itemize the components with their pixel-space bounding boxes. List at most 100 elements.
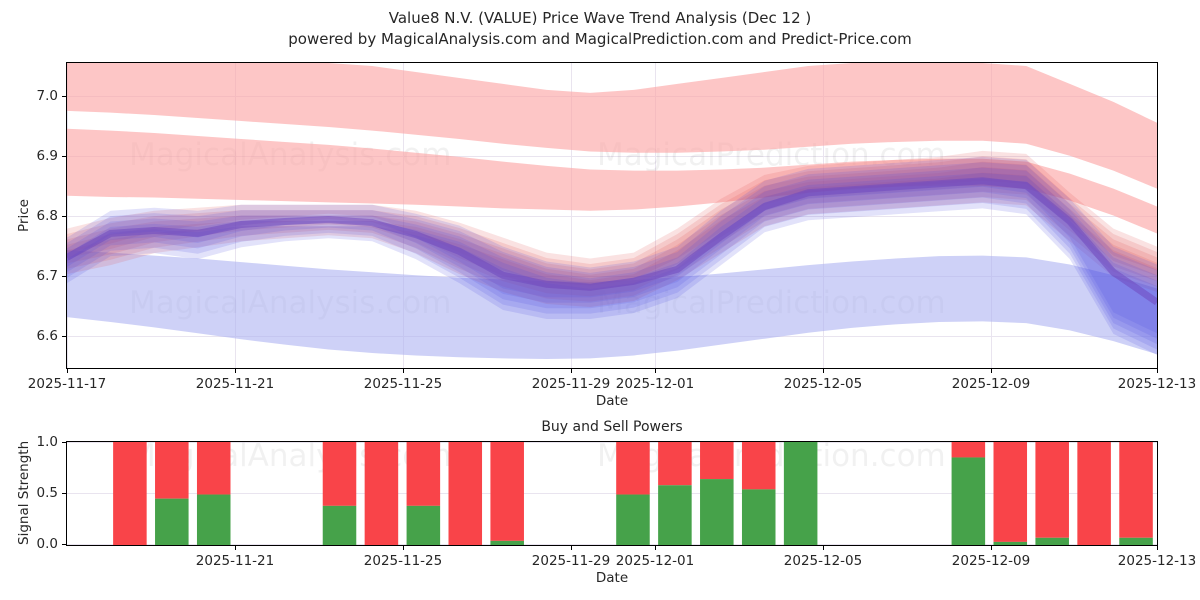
xtick-label-2025-11-25: 2025-11-25 [363,376,443,392]
series-bearish_wave_envelope [67,161,1157,297]
series-bearish_wave_envelope [67,167,1157,302]
bar-sell-power [322,442,357,506]
ytick-label-6.9: 6.9 [36,148,58,164]
tickmark-x-2025-11-21 [235,369,236,373]
tickmark-x-2025-12-13 [1157,369,1158,373]
ytick-label-0.0: 0.0 [36,536,58,552]
tickmark-x-2025-12-09 [991,369,992,373]
bar-chart-title: Buy and Sell Powers [541,419,683,435]
bar-buy-power [951,457,986,545]
bar-buy-power [616,494,650,545]
gridline-y-6.9 [67,156,1157,157]
bar-sell-power [658,442,692,486]
series-upper_resistance_band [67,63,1157,189]
gridline-signal-1.0 [67,442,1157,443]
series-mid_resistance_band [67,128,1157,234]
gridline-signal-0.0 [67,544,1157,545]
tickmark-signal-1.0 [62,442,66,443]
buy-sell-bars-layer [113,442,1153,545]
ytick-label-6.8: 6.8 [36,208,58,224]
series-price_trend_center [67,177,1157,306]
ytick-label-7.0: 7.0 [36,88,58,104]
bar-buy-power [196,494,231,545]
bar-buy-power [490,540,524,545]
tickmark-bars-2025-11-29 [571,546,572,550]
bar-buy-power [741,489,776,545]
xtick-bars-2025-11-25: 2025-11-25 [363,553,443,569]
tickmark-bars-2025-11-21 [235,546,236,550]
tickmark-x-2025-12-01 [655,369,656,373]
bar-sell-power [364,442,399,545]
title-block: Value8 N.V. (VALUE) Price Wave Trend Ana… [0,8,1200,50]
tickmark-bars-2025-12-13 [1157,546,1158,550]
xtick-bars-2025-12-01: 2025-12-01 [615,553,695,569]
tickmark-x-2025-11-25 [403,369,404,373]
ytick-label-6.6: 6.6 [36,328,58,344]
bar-buy-power [993,541,1028,545]
bar-sell-power [616,442,650,495]
bar-sell-power [1119,442,1153,538]
bar-buy-power [1119,537,1153,545]
ytick-label-1.0: 1.0 [36,434,58,450]
gridline-x-2025-11-25 [403,63,404,368]
tickmark-y-6.8 [62,216,66,217]
bar-buy-power [658,485,692,545]
page-subtitle: powered by MagicalAnalysis.com and Magic… [288,30,912,48]
bar-sell-power [993,442,1028,542]
tickmark-x-2025-12-05 [823,369,824,373]
gridline-signal-0.5 [67,493,1157,494]
tickmark-bars-2025-12-05 [823,546,824,550]
gridline-x-2025-11-17 [67,63,68,368]
tickmark-y-7.0 [62,96,66,97]
xtick-label-2025-12-05: 2025-12-05 [783,376,863,392]
tickmark-bars-2025-12-09 [991,546,992,550]
xtick-label-2025-11-17: 2025-11-17 [27,376,107,392]
price-y-axis: 7.0 6.9 6.8 6.7 6.6 [0,62,58,369]
bar-buy-power [406,505,441,545]
gridline-x-2025-12-13 [1157,63,1158,368]
tickmark-y-6.6 [62,336,66,337]
xtick-label-2025-11-29: 2025-11-29 [531,376,611,392]
xtick-bars-2025-12-09: 2025-12-09 [951,553,1031,569]
signal-y-axis: 1.0 0.5 0.0 [0,434,58,552]
xtick-label-2025-12-01: 2025-12-01 [615,376,695,392]
bar-buy-power [322,505,357,545]
signal-y-axis-label: Signal Strength [16,440,32,545]
gridline-y-6.8 [67,216,1157,217]
bar-sell-power [1035,442,1069,538]
bar-sell-power [490,442,524,541]
page-title: Value8 N.V. (VALUE) Price Wave Trend Ana… [388,9,812,27]
tickmark-bars-2025-11-25 [403,546,404,550]
price-x-axis-label: Date [595,393,629,409]
gridline-x-2025-11-21 [235,63,236,368]
series-support_band [67,250,1157,360]
tickmark-y-6.7 [62,276,66,277]
gridline-y-6.7 [67,276,1157,277]
xtick-bars-2025-12-05: 2025-12-05 [783,553,863,569]
xtick-bars-2025-11-21: 2025-11-21 [195,553,275,569]
signal-x-axis-label: Date [595,570,629,586]
gridline-x-2025-12-05 [823,63,824,368]
xtick-bars-2025-12-13: 2025-12-13 [1117,553,1197,569]
bar-sell-power [1077,442,1111,545]
gridline-x-2025-12-01 [655,63,656,368]
bar-sell-power [406,442,441,506]
price-y-axis-label: Price [16,199,32,232]
tickmark-x-2025-11-17 [67,369,68,373]
tickmark-y-6.9 [62,156,66,157]
bar-sell-power [700,442,734,480]
ytick-label-0.5: 0.5 [36,485,58,501]
price-wave-series-layer [67,63,1157,360]
bar-sell-power [741,442,776,490]
bar-sell-power [951,442,986,458]
series-bearish_wave_envelope [67,172,1157,307]
ytick-label-6.7: 6.7 [36,268,58,284]
bar-buy-power [1035,537,1069,545]
tickmark-signal-0.0 [62,544,66,545]
tickmark-signal-0.5 [62,493,66,494]
bar-sell-power [448,442,483,545]
bar-sell-power [155,442,189,499]
bar-sell-power [113,442,147,545]
tickmark-bars-2025-12-01 [655,546,656,550]
